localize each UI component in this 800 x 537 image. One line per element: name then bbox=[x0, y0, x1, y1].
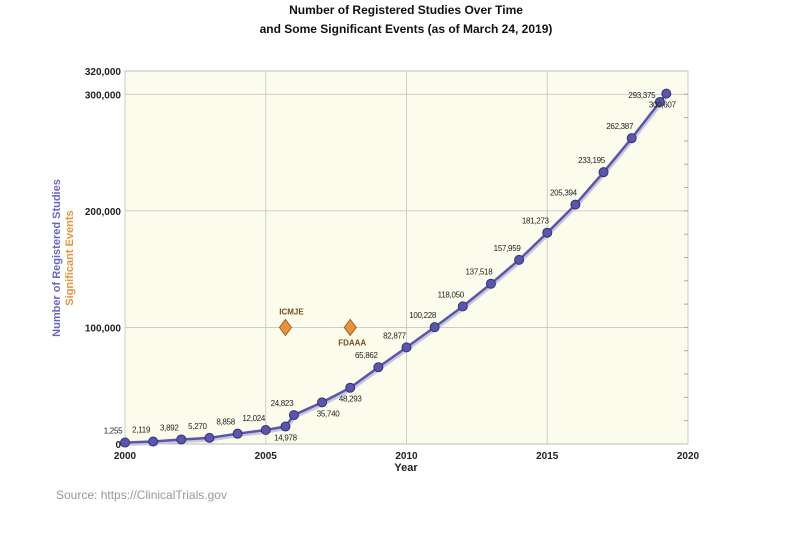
chart-title-line: Number of Registered Studies Over Time bbox=[289, 3, 523, 17]
data-point bbox=[176, 434, 187, 445]
data-label: 35,740 bbox=[317, 409, 341, 418]
event-marker bbox=[343, 318, 357, 337]
data-label: 118,050 bbox=[438, 290, 465, 299]
data-point bbox=[626, 133, 637, 144]
data-point bbox=[401, 342, 412, 353]
data-point bbox=[280, 421, 291, 432]
event-label: ICMJE bbox=[279, 307, 304, 316]
data-label: 1,255 bbox=[104, 427, 123, 436]
data-label: 137,518 bbox=[466, 268, 494, 277]
data-label: 12,024 bbox=[242, 414, 266, 423]
data-point bbox=[542, 227, 553, 238]
data-label: 3,892 bbox=[160, 423, 179, 432]
data-label: 65,862 bbox=[355, 351, 379, 360]
data-label: 2,119 bbox=[132, 426, 151, 435]
source-note: Source: https://ClinicalTrials.gov bbox=[56, 488, 227, 502]
data-point bbox=[373, 362, 384, 373]
series-line bbox=[124, 92, 668, 444]
data-label: 8,858 bbox=[216, 418, 235, 427]
event-label: FDAAA bbox=[338, 338, 366, 347]
y-tick-label: 0 bbox=[115, 440, 121, 451]
data-point bbox=[570, 199, 581, 210]
data-point bbox=[317, 397, 328, 408]
x-tick-label: 2020 bbox=[677, 451, 700, 462]
data-point bbox=[661, 88, 672, 99]
data-point bbox=[232, 428, 243, 439]
data-label: 233,195 bbox=[578, 156, 606, 165]
data-point bbox=[260, 424, 271, 435]
data-point bbox=[204, 432, 215, 443]
data-point bbox=[120, 437, 130, 448]
data-point bbox=[598, 167, 609, 178]
data-label: 300,607 bbox=[649, 101, 677, 110]
data-point bbox=[345, 382, 356, 393]
data-label: 48,293 bbox=[339, 395, 363, 404]
x-tick-label: 2010 bbox=[395, 451, 418, 462]
series-shadow bbox=[125, 94, 669, 447]
data-point bbox=[514, 254, 525, 265]
y-tick-label: 300,000 bbox=[85, 90, 122, 101]
data-point bbox=[457, 301, 468, 312]
data-point bbox=[485, 278, 496, 289]
data-point bbox=[654, 97, 665, 108]
data-label: 82,877 bbox=[383, 331, 407, 340]
data-label: 14,978 bbox=[274, 434, 298, 443]
chart-title-line: and Some Significant Events (as of March… bbox=[260, 22, 553, 36]
data-label: 24,823 bbox=[271, 399, 295, 408]
data-point bbox=[148, 436, 159, 447]
data-label: 262,387 bbox=[606, 122, 634, 131]
x-axis-label: Year bbox=[394, 462, 418, 474]
x-tick-label: 2005 bbox=[255, 451, 278, 462]
data-label: 181,273 bbox=[522, 217, 550, 226]
y-axis-label: Number of Registered Studies bbox=[51, 179, 63, 337]
y-tick-label: 200,000 bbox=[85, 207, 122, 218]
data-point bbox=[429, 322, 440, 333]
data-label: 205,394 bbox=[550, 189, 578, 198]
data-label: 100,228 bbox=[409, 311, 437, 320]
x-tick-label: 2015 bbox=[536, 451, 559, 462]
y-tick-label: 320,000 bbox=[85, 67, 122, 78]
data-point bbox=[288, 410, 299, 421]
data-label: 157,959 bbox=[494, 244, 522, 253]
data-label: 5,270 bbox=[188, 422, 207, 431]
y-tick-label: 100,000 bbox=[85, 323, 122, 334]
y-axis-label-events: Significant Events bbox=[64, 210, 76, 305]
event-marker bbox=[278, 318, 293, 337]
data-label: 293,375 bbox=[628, 91, 656, 100]
x-tick-label: 2000 bbox=[114, 451, 137, 462]
